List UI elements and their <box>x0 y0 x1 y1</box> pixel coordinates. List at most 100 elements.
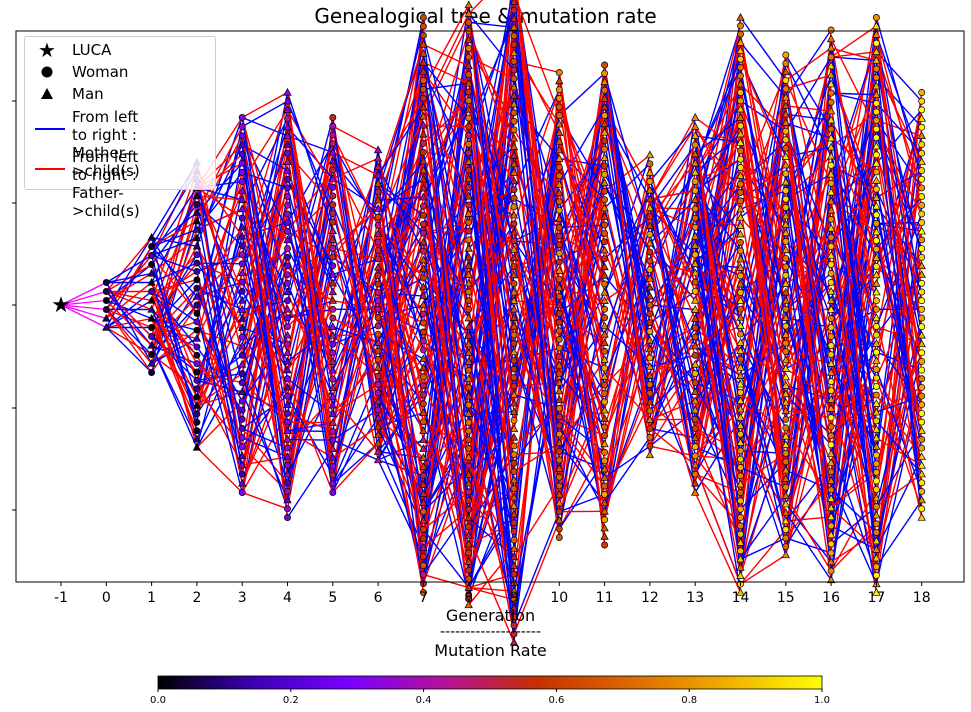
man-node <box>373 153 383 162</box>
x-tick-label: 13 <box>686 590 704 606</box>
woman-node <box>782 348 790 356</box>
man-node <box>192 292 202 300</box>
mother-child-edge <box>785 114 832 427</box>
woman-node <box>465 418 473 426</box>
woman-node <box>193 376 201 384</box>
father-child-edge <box>558 416 606 479</box>
mother-child-edge <box>513 511 560 626</box>
man-node <box>826 458 836 466</box>
mother-child-edge <box>468 13 515 250</box>
man-node <box>509 48 519 57</box>
man-node <box>373 455 383 464</box>
woman-node <box>510 75 518 83</box>
man-node <box>645 450 655 459</box>
man-node <box>464 583 473 591</box>
mother-child-edge <box>513 356 560 609</box>
woman-node <box>737 89 744 96</box>
man-node <box>781 380 790 389</box>
man-node <box>192 442 202 451</box>
father-child-edge <box>558 296 606 495</box>
woman-node <box>374 356 382 363</box>
woman-node <box>918 375 926 383</box>
man-node <box>283 105 292 113</box>
woman-node <box>737 97 744 105</box>
man-node <box>736 437 745 446</box>
woman-node <box>555 163 563 171</box>
woman-node <box>555 353 563 361</box>
woman-node <box>510 117 518 125</box>
father-child-edge <box>241 222 289 374</box>
mother-child-edge <box>694 126 742 326</box>
woman-node <box>419 400 427 408</box>
mother-child-edge <box>830 506 877 545</box>
woman-node <box>374 305 382 313</box>
woman-node <box>510 194 518 202</box>
man-node <box>691 433 700 441</box>
woman-node <box>691 470 699 478</box>
man-node <box>600 329 609 338</box>
man-node <box>464 478 473 487</box>
woman-node <box>691 214 699 222</box>
woman-node <box>782 424 790 432</box>
father-child-edge <box>286 101 334 371</box>
woman-node <box>193 318 201 326</box>
mother-child-edge <box>830 102 878 473</box>
man-node <box>328 235 337 243</box>
woman-node <box>148 252 156 259</box>
woman-node <box>510 536 518 544</box>
mother-child-edge <box>830 336 878 593</box>
woman-node <box>918 106 926 114</box>
father-child-edge <box>830 111 877 148</box>
colorbar-tick-label: 0.8 <box>681 695 697 706</box>
man-node <box>328 174 337 182</box>
mother-child-edge <box>558 425 606 512</box>
woman-node <box>238 434 246 442</box>
father-child-edge <box>332 300 379 441</box>
woman-node <box>329 244 337 252</box>
father-child-edge <box>286 169 334 232</box>
mother-child-edge <box>241 427 288 449</box>
man-node <box>464 409 473 417</box>
father-child-edge <box>694 272 742 568</box>
man-node <box>419 498 428 506</box>
woman-node <box>827 179 835 187</box>
man-node <box>826 250 836 259</box>
woman-node <box>374 238 382 246</box>
man-node <box>555 395 564 403</box>
mother-child-edge <box>785 113 832 121</box>
woman-node <box>419 382 427 390</box>
father-child-edge <box>332 317 379 344</box>
woman-node <box>193 284 201 292</box>
woman-node <box>691 141 699 149</box>
woman-node <box>555 482 563 490</box>
man-node <box>328 278 337 287</box>
mother-child-edge <box>196 195 243 301</box>
woman-node <box>465 592 473 600</box>
woman-node <box>827 233 835 241</box>
woman-node <box>374 389 382 397</box>
man-node <box>419 255 428 264</box>
man-node <box>736 254 745 263</box>
man-node <box>600 287 609 296</box>
man-node <box>147 358 156 367</box>
man-node <box>691 396 700 405</box>
colorbar-tick-label: 1.0 <box>814 695 830 706</box>
man-node <box>238 359 247 368</box>
mother-child-edge <box>604 445 651 479</box>
man-node <box>509 321 519 330</box>
father-child-edge <box>106 290 152 311</box>
woman-node <box>419 139 427 147</box>
man-node <box>509 287 519 296</box>
woman-node <box>918 184 926 192</box>
man-node <box>691 487 700 496</box>
man-node <box>600 498 609 507</box>
mother-child-edge <box>603 269 651 377</box>
man-node <box>509 313 519 321</box>
man-node <box>419 237 428 246</box>
woman-node <box>555 241 563 249</box>
woman-node <box>465 297 473 305</box>
woman-node <box>238 260 246 268</box>
man-node <box>419 354 428 363</box>
man-node <box>826 70 836 79</box>
woman-node <box>646 328 654 335</box>
